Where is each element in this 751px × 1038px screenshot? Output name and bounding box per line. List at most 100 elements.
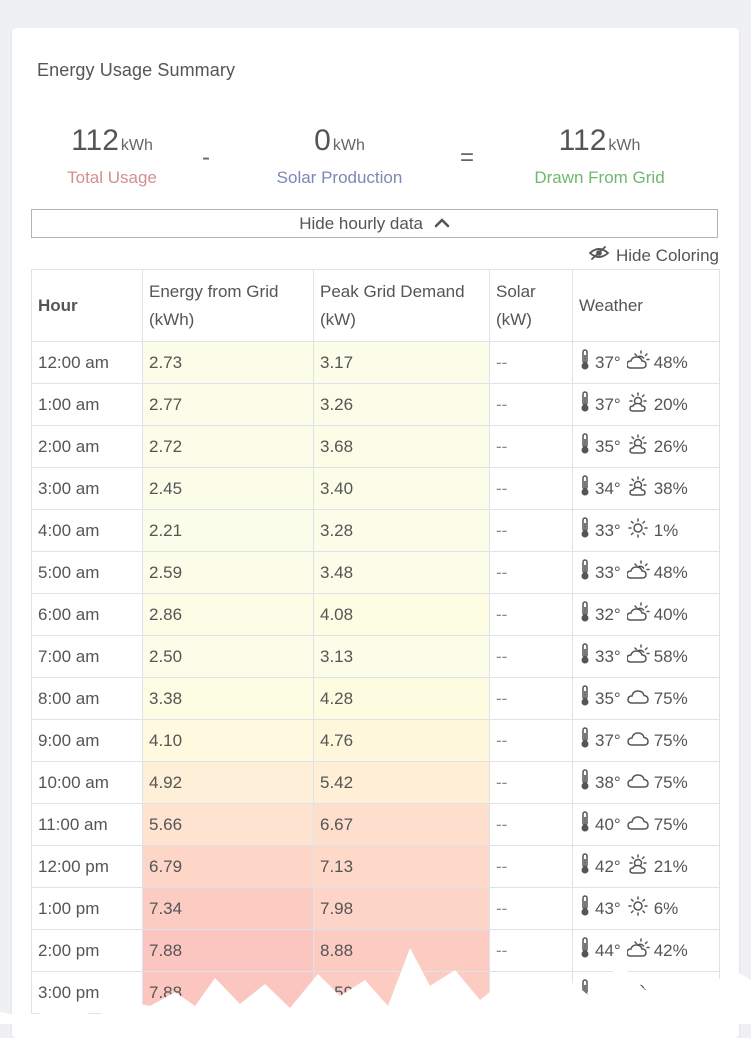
weather-temperature: 38° bbox=[595, 772, 621, 792]
weather-temperature: 33° bbox=[595, 562, 621, 582]
cell-solar: -- bbox=[489, 425, 573, 468]
cell-energy-from-grid: 6.79 bbox=[142, 845, 314, 888]
total-usage-value: 112 bbox=[71, 124, 119, 157]
weather-temperature: 37° bbox=[595, 394, 621, 414]
cell-weather: 40° 75% bbox=[572, 803, 720, 846]
cell-peak-grid-demand: 3.40 bbox=[313, 467, 490, 510]
table-row: 10:00 am 4.92 5.42 -- 38° 75% bbox=[31, 761, 720, 804]
cell-energy-from-grid: 4.92 bbox=[142, 761, 314, 804]
cell-hour: 3:00 am bbox=[31, 467, 143, 510]
drawn-from-grid-unit: kWh bbox=[608, 137, 641, 154]
solar-production-unit: kWh bbox=[332, 137, 365, 154]
sun-icon bbox=[627, 517, 650, 544]
cell-energy-from-grid: 2.21 bbox=[142, 509, 314, 552]
cell-hour: 1:00 pm bbox=[31, 887, 143, 930]
cell-weather: 38° 75% bbox=[572, 761, 720, 804]
sun-icon bbox=[627, 895, 650, 922]
table-row: 9:00 am 4.10 4.76 -- 37° 75% bbox=[31, 719, 720, 762]
cell-weather: 33° 48% bbox=[572, 551, 720, 594]
cell-weather: 33° 58% bbox=[572, 635, 720, 678]
weather-cloud-cover: 26% bbox=[653, 436, 688, 456]
cell-peak-grid-demand: 8.88 bbox=[313, 929, 490, 972]
cell-hour: 4:00 am bbox=[31, 509, 143, 552]
thermometer-icon bbox=[579, 853, 591, 880]
cell-hour: 11:00 am bbox=[31, 803, 143, 846]
torn-edge-decoration bbox=[0, 948, 751, 1024]
sun-cloud-icon bbox=[627, 391, 650, 418]
sun-cloud-icon bbox=[627, 433, 650, 460]
thermometer-icon bbox=[579, 517, 591, 544]
table-row: 8:00 am 3.38 4.28 -- 35° 75% bbox=[31, 677, 720, 720]
cell-hour: 5:00 am bbox=[31, 551, 143, 594]
cell-peak-grid-demand: 3.48 bbox=[313, 551, 490, 594]
cell-hour: 9:00 am bbox=[31, 719, 143, 762]
thermometer-icon bbox=[579, 433, 591, 460]
thermometer-icon bbox=[579, 559, 591, 586]
cell-energy-from-grid: 2.59 bbox=[142, 551, 314, 594]
weather-cloud-cover: 38% bbox=[653, 478, 688, 498]
solar-production-label: Solar Production bbox=[276, 168, 403, 187]
cell-energy-from-grid: 7.88 bbox=[142, 929, 314, 972]
weather-cloud-cover: 75% bbox=[653, 730, 688, 750]
weather-temperature: 37° bbox=[595, 730, 621, 750]
table-row: 4:00 am 2.21 3.28 -- 33° 1% bbox=[31, 509, 720, 552]
weather-temperature: 35° bbox=[595, 688, 621, 708]
cell-weather: 44° 42% bbox=[572, 929, 720, 972]
cell-hour: 1:00 am bbox=[31, 383, 143, 426]
cell-solar: -- bbox=[489, 719, 573, 762]
equals-operator: = bbox=[460, 144, 475, 171]
cell-peak-grid-demand: 3.28 bbox=[313, 509, 490, 552]
cell-peak-grid-demand: 4.08 bbox=[313, 593, 490, 636]
cell-hour: 10:00 am bbox=[31, 761, 143, 804]
table-row: 5:00 am 2.59 3.48 -- 33° 48% bbox=[31, 551, 720, 594]
hide-coloring-toggle[interactable]: Hide Coloring bbox=[588, 245, 719, 266]
cell-solar: -- bbox=[489, 845, 573, 888]
cell-peak-grid-demand: 4.76 bbox=[313, 719, 490, 762]
cell-energy-from-grid: 2.86 bbox=[142, 593, 314, 636]
cell-solar: -- bbox=[489, 551, 573, 594]
hide-coloring-label: Hide Coloring bbox=[616, 245, 719, 265]
hourly-data-table: Hour Energy from Grid (kWh) Peak Grid Dem… bbox=[31, 269, 720, 1014]
cell-weather: 35° 75% bbox=[572, 677, 720, 720]
eye-slash-icon bbox=[588, 245, 610, 266]
cell-peak-grid-demand: 3.17 bbox=[313, 341, 490, 384]
minus-operator: - bbox=[202, 144, 210, 171]
weather-temperature: 44° bbox=[595, 940, 621, 960]
drawn-from-grid-value: 112 bbox=[558, 124, 607, 157]
total-usage-label: Total Usage bbox=[67, 168, 157, 187]
weather-temperature: 37° bbox=[595, 352, 621, 372]
cell-weather: 35° 26% bbox=[572, 425, 720, 468]
energy-summary-card: Energy Usage Summary 112 kWh Total Usage … bbox=[12, 28, 739, 1038]
solar-production-summary: 0 kWh Solar Production bbox=[252, 124, 427, 188]
cell-weather: 34° 38% bbox=[572, 467, 720, 510]
thermometer-icon bbox=[579, 769, 591, 796]
partly-cloudy-icon bbox=[625, 601, 650, 628]
hide-hourly-data-button[interactable]: Hide hourly data bbox=[31, 209, 718, 238]
weather-temperature: 43° bbox=[595, 898, 621, 918]
cell-hour: 12:00 am bbox=[31, 341, 143, 384]
weather-temperature: 33° bbox=[595, 520, 621, 540]
cell-energy-from-grid: 2.50 bbox=[142, 635, 314, 678]
cell-energy-from-grid: 2.73 bbox=[142, 341, 314, 384]
weather-temperature: 33° bbox=[595, 646, 621, 666]
table-row: 12:00 pm 6.79 7.13 -- 42° 21% bbox=[31, 845, 720, 888]
cell-hour: 2:00 pm bbox=[31, 929, 143, 972]
table-row: 6:00 am 2.86 4.08 -- 32° 40% bbox=[31, 593, 720, 636]
cell-peak-grid-demand: 3.13 bbox=[313, 635, 490, 678]
table-row: 1:00 am 2.77 3.26 -- 37° 20% bbox=[31, 383, 720, 426]
cell-hour: 8:00 am bbox=[31, 677, 143, 720]
partly-cloudy-icon bbox=[625, 937, 650, 964]
cell-peak-grid-demand: 4.28 bbox=[313, 677, 490, 720]
cell-weather: 37° 20% bbox=[572, 383, 720, 426]
cell-hour: 6:00 am bbox=[31, 593, 143, 636]
hide-hourly-data-label: Hide hourly data bbox=[299, 214, 424, 233]
column-header-solar: Solar (kW) bbox=[489, 269, 573, 342]
column-header-energy-from-grid: Energy from Grid (kWh) bbox=[142, 269, 314, 342]
cell-weather: 33° 1% bbox=[572, 509, 720, 552]
thermometer-icon bbox=[579, 601, 591, 628]
column-header-peak-grid-demand: Peak Grid Demand (kW) bbox=[313, 269, 490, 342]
cell-weather: 42° 21% bbox=[572, 845, 720, 888]
weather-temperature: 32° bbox=[595, 604, 621, 624]
total-usage-unit: kWh bbox=[120, 137, 153, 154]
table-row: 12:00 am 2.73 3.17 -- 37° 48% bbox=[31, 341, 720, 384]
